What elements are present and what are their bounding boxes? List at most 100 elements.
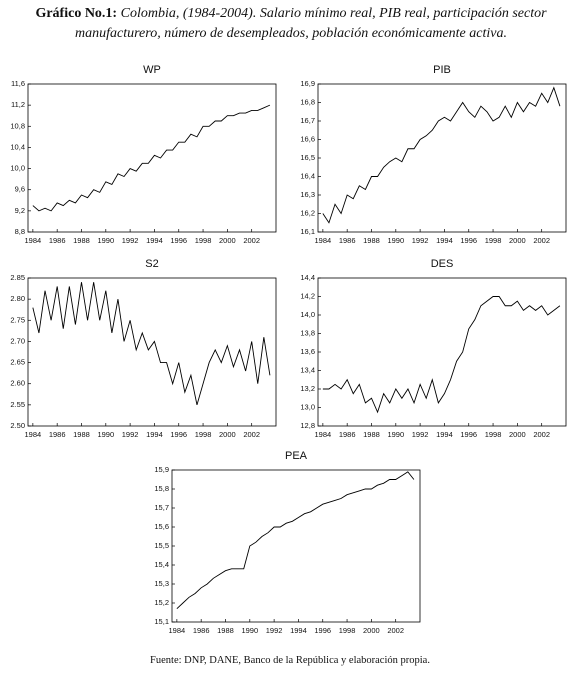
footer: Fuente: DNP, DANE, Banco de la República… — [150, 655, 430, 666]
y-tick-label: 10,4 — [10, 142, 25, 151]
x-tick-label: 1996 — [460, 236, 477, 245]
header: Gráfico No.1: Colombia, (1984-2004). Sal… — [8, 4, 574, 44]
x-tick-label: 1988 — [217, 626, 234, 635]
y-tick-label: 11,6 — [11, 79, 25, 88]
plot-frame — [27, 277, 277, 427]
plot-frame — [317, 277, 567, 427]
y-tick-label: 13,8 — [300, 328, 315, 337]
x-tick-label: 1998 — [195, 236, 212, 245]
y-tick-label: 15,7 — [154, 503, 169, 512]
x-tick-label: 1986 — [339, 430, 356, 439]
y-tick-label: 16,8 — [300, 97, 315, 106]
x-tick-label: 2002 — [243, 236, 260, 245]
y-tick-label: 15,3 — [154, 579, 169, 588]
x-tick-label: 1992 — [412, 236, 429, 245]
chart-title: DES — [431, 258, 454, 270]
x-tick-label: 1994 — [436, 236, 453, 245]
y-tick-label: 13,0 — [300, 402, 315, 411]
y-tick-label: 16,4 — [300, 171, 315, 180]
series-line — [32, 104, 271, 212]
x-tick-label: 1986 — [193, 626, 210, 635]
series-line — [322, 86, 561, 224]
y-tick-label: 16,3 — [300, 190, 315, 199]
x-tick-label: 1986 — [339, 236, 356, 245]
y-tick-label: 16,2 — [300, 208, 315, 217]
x-tick-label: 1992 — [122, 236, 139, 245]
series-line — [32, 282, 271, 405]
x-tick-label: 1988 — [363, 236, 380, 245]
plot-frame — [27, 83, 277, 233]
y-tick-label: 8,8 — [15, 227, 25, 236]
y-tick-label: 16,7 — [300, 116, 315, 125]
y-tick-label: 2.60 — [10, 379, 25, 388]
x-tick-label: 1992 — [412, 430, 429, 439]
y-tick-label: 14,0 — [300, 310, 315, 319]
x-tick-label: 1990 — [387, 236, 404, 245]
x-tick-label: 1984 — [25, 430, 42, 439]
y-tick-label: 16,6 — [300, 134, 315, 143]
y-tick-label: 16,1 — [300, 227, 315, 236]
y-tick-label: 2.80 — [10, 294, 25, 303]
x-tick-label: 1986 — [49, 430, 66, 439]
y-tick-label: 13,6 — [300, 347, 315, 356]
chart-title: PEA — [285, 450, 308, 462]
x-tick-label: 1984 — [315, 236, 332, 245]
series-line — [322, 296, 561, 414]
x-tick-label: 1990 — [387, 430, 404, 439]
x-tick-label: 1996 — [314, 626, 331, 635]
x-tick-label: 1992 — [266, 626, 283, 635]
y-tick-label: 15,6 — [154, 522, 169, 531]
x-tick-label: 1998 — [485, 236, 502, 245]
y-tick-label: 2.55 — [10, 400, 25, 409]
y-tick-label: 12,8 — [300, 421, 315, 430]
x-tick-label: 1986 — [49, 236, 66, 245]
x-tick-label: 1998 — [485, 430, 502, 439]
x-tick-label: 1984 — [315, 430, 332, 439]
x-tick-label: 1998 — [195, 430, 212, 439]
y-tick-label: 14,4 — [300, 273, 315, 282]
header-text: Colombia, (1984-2004). Salario mínimo re… — [75, 6, 547, 41]
x-tick-label: 2002 — [533, 430, 550, 439]
x-tick-label: 2002 — [243, 430, 260, 439]
chart-title: PIB — [433, 64, 451, 76]
charts: WP 8,8 9,2 9,6 10,0 10,4 10,8 11,2 11,6 1984 1986 1… — [10, 64, 567, 635]
x-tick-label: 2002 — [387, 626, 404, 635]
x-tick-label: 2000 — [509, 430, 526, 439]
y-tick-label: 2.65 — [10, 358, 25, 367]
x-tick-label: 1988 — [73, 430, 90, 439]
x-tick-label: 1996 — [170, 236, 187, 245]
y-tick-label: 13,2 — [300, 384, 315, 393]
x-tick-label: 1988 — [363, 430, 380, 439]
y-tick-label: 2.75 — [10, 315, 25, 324]
chart-title: S2 — [145, 258, 158, 270]
y-tick-label: 11,2 — [11, 100, 25, 109]
y-tick-label: 10,8 — [10, 121, 25, 130]
x-tick-label: 2000 — [219, 236, 236, 245]
x-tick-label: 2002 — [533, 236, 550, 245]
y-tick-label: 13,4 — [300, 365, 315, 374]
x-tick-label: 1992 — [122, 430, 139, 439]
x-tick-label: 1996 — [170, 430, 187, 439]
x-tick-label: 1996 — [460, 430, 477, 439]
x-tick-label: 1988 — [73, 236, 90, 245]
y-tick-label: 16,9 — [300, 79, 315, 88]
x-tick-label: 1990 — [241, 626, 258, 635]
x-tick-label: 1994 — [146, 430, 163, 439]
plot-frame — [317, 83, 567, 233]
y-tick-label: 15,2 — [154, 598, 169, 607]
y-tick-label: 2.70 — [10, 336, 25, 345]
y-tick-label: 14,2 — [300, 291, 315, 300]
x-tick-label: 1984 — [25, 236, 42, 245]
y-tick-label: 15,1 — [154, 617, 169, 626]
y-tick-label: 9,6 — [15, 185, 25, 194]
chart-title: WP — [143, 64, 161, 76]
x-tick-label: 2000 — [363, 626, 380, 635]
y-tick-label: 9,2 — [15, 206, 25, 215]
x-tick-label: 2000 — [219, 430, 236, 439]
y-tick-label: 2.50 — [10, 421, 25, 430]
header-label: Gráfico No.1: — [35, 6, 118, 21]
y-tick-label: 15,5 — [154, 541, 169, 550]
x-tick-label: 2000 — [509, 236, 526, 245]
x-tick-label: 1998 — [339, 626, 356, 635]
